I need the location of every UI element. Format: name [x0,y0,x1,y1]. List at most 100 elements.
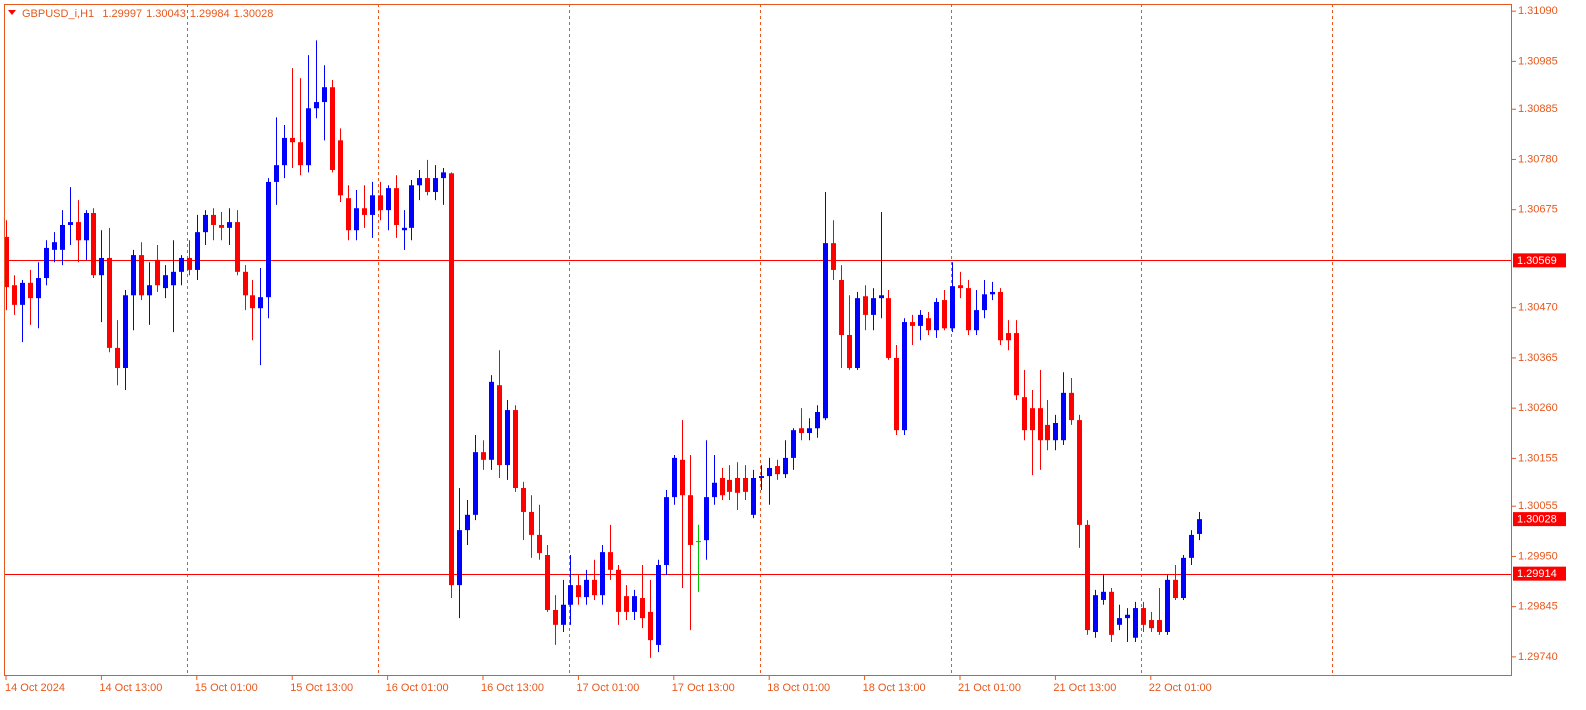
candle-body [394,188,399,225]
candle-body [743,477,748,492]
candle-body [227,222,232,228]
candle-body [831,243,836,270]
x-tick-label: 21 Oct 01:00 [958,682,1021,694]
candle-body [497,385,502,466]
candle-body [1173,579,1178,599]
candle-body [918,314,923,326]
candle-body [576,585,581,598]
candle-body [370,195,375,215]
candle-body [274,165,279,182]
candle-body [1045,424,1050,441]
x-tick-label: 17 Oct 13:00 [672,682,735,694]
candle-body [235,222,240,272]
candle-body [704,497,709,541]
candle-body [84,213,89,241]
candle-body [195,232,200,270]
y-tick-label: 1.31090 [1518,5,1558,17]
candle-body [616,569,621,612]
candle-body [584,579,589,598]
candle-body [727,479,732,492]
candle-body [354,208,359,231]
plot-frame [4,4,1512,676]
x-tick-label: 15 Oct 01:00 [195,682,258,694]
y-tick-label: 1.30155 [1518,452,1558,464]
x-tick-label: 15 Oct 13:00 [290,682,353,694]
price-line-label: 1.29914 [1517,568,1557,580]
candle-body [60,224,65,250]
candle-body [823,243,828,419]
candle-body [592,579,597,596]
candle-body [990,291,995,295]
candle-body [1077,420,1082,525]
candle-body [36,278,41,299]
candle-body [998,291,1003,341]
candle-body [863,296,868,315]
y-tick-label: 1.30365 [1518,352,1558,364]
candle-body [1038,408,1043,441]
current-price-label-bg [1513,512,1566,527]
candle-body [115,347,120,368]
candle-body [465,514,470,531]
x-tick-label: 21 Oct 13:00 [1053,682,1116,694]
candle-body [1053,422,1058,441]
candle-body [298,142,303,166]
candle-body [346,198,351,231]
y-tick-label: 1.30780 [1518,153,1558,165]
candle-body [680,459,685,496]
y-tick-label: 1.30470 [1518,302,1558,314]
candle-body [513,410,518,489]
candle-body [12,285,17,305]
price-lines [4,260,1512,575]
candle-body [791,430,796,458]
candle-body [449,173,454,586]
candle-body [1117,618,1122,625]
candle-body [1141,608,1146,625]
candle-body [378,195,383,211]
y-tick-label: 1.29740 [1518,651,1558,663]
candle-body [1157,620,1162,632]
y-tick-label: 1.30885 [1518,103,1558,115]
candle-body [473,452,478,515]
candle-body [847,334,852,368]
candle-body [1093,595,1098,632]
candle-body [712,482,717,498]
candle-body [1101,591,1106,600]
candle-body [76,222,81,241]
candle-body [179,257,184,272]
x-tick-label: 14 Oct 13:00 [99,682,162,694]
candle-body [934,301,939,331]
candle-body [266,181,271,298]
candle-body [735,477,740,493]
y-tick-label: 1.29950 [1518,550,1558,562]
x-tick-label: 17 Oct 01:00 [576,682,639,694]
candle-body [68,222,73,225]
candle-body [187,257,192,270]
candle-body [1109,591,1114,635]
candle-body [648,611,653,641]
price-line-label: 1.30569 [1517,255,1557,267]
candle-body [879,295,884,299]
candle-body [982,294,987,311]
candle-body [1165,579,1170,632]
header-text: GBPUSD_i,H1 1.29997 1.30043 1.29984 1.30028 [22,8,273,20]
candle-body [1085,524,1090,631]
candle-body [751,477,756,515]
candle-body [338,140,343,196]
header-high: 1.30043 [146,8,186,20]
candle-body [775,466,780,475]
candle-body [871,298,876,315]
candle-body [1125,614,1130,619]
candle-body [656,565,661,645]
candle-body [91,213,96,276]
candle-body [839,279,844,335]
candle-body [362,208,367,215]
candle-body [902,322,907,431]
current-price-label: 1.30028 [1517,514,1557,526]
candle-body [314,102,319,109]
candle-body [425,178,430,192]
candle-body [759,476,764,478]
candle-body [894,357,899,431]
